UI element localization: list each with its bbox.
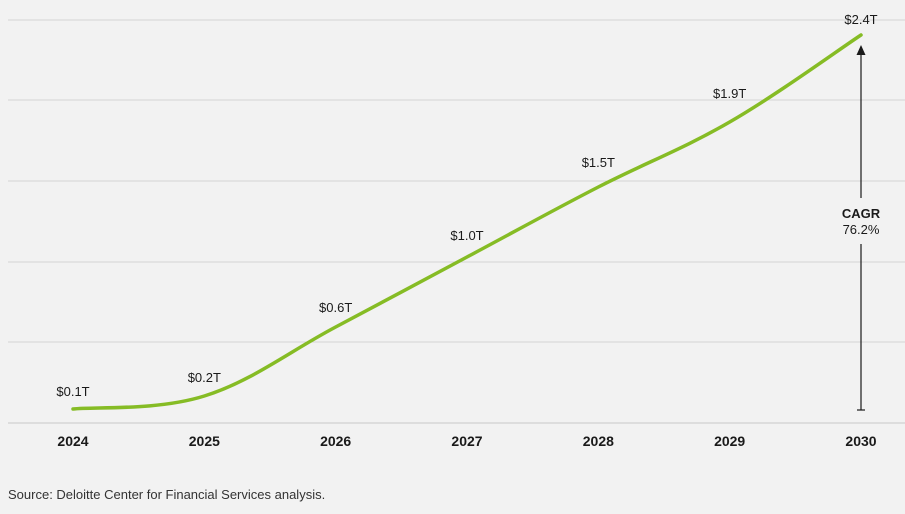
data-label: $0.6T	[319, 300, 352, 315]
x-tick-label: 2029	[714, 433, 745, 449]
cagr-title: CAGR	[842, 206, 881, 221]
data-label: $1.0T	[450, 228, 483, 243]
data-label: $0.2T	[188, 370, 221, 385]
x-tick-label: 2024	[57, 433, 88, 449]
cagr-annotation: CAGR 76.2%	[842, 45, 881, 411]
cagr-value: 76.2%	[843, 222, 880, 237]
data-labels: $0.1T $0.2T $0.6T $1.0T $1.5T $1.9T $2.4T	[56, 12, 877, 399]
x-axis-ticks: 2024 2025 2026 2027 2028 2029 2030	[57, 433, 876, 449]
line-chart: $0.1T $0.2T $0.6T $1.0T $1.5T $1.9T $2.4T 2024…	[8, 12, 905, 449]
x-tick-label: 2026	[320, 433, 351, 449]
data-label: $0.1T	[56, 384, 89, 399]
x-tick-label: 2028	[583, 433, 614, 449]
cagr-arrowhead	[856, 45, 866, 55]
data-label: $1.5T	[582, 155, 615, 170]
data-label: $2.4T	[844, 12, 877, 27]
x-tick-label: 2027	[451, 433, 482, 449]
x-tick-label: 2030	[845, 433, 876, 449]
series-line	[71, 33, 863, 411]
x-tick-label: 2025	[189, 433, 220, 449]
gridlines	[8, 19, 905, 343]
source-note: Source: Deloitte Center for Financial Se…	[8, 487, 326, 502]
data-label: $1.9T	[713, 86, 746, 101]
